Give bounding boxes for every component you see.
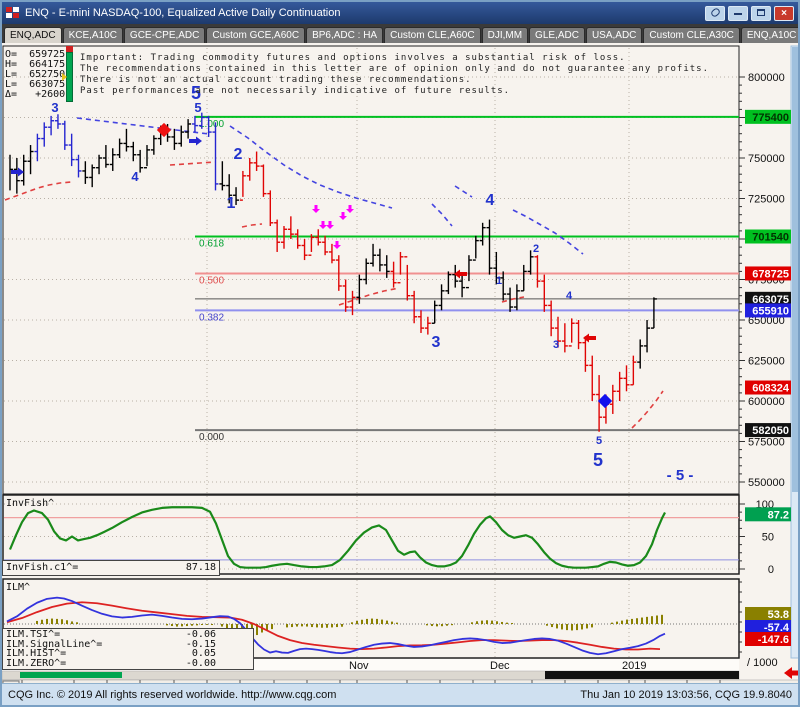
disclaimer-text: Important: Trading commodity futures and… [80,53,709,97]
quote-row: L= 663075 [5,79,66,90]
svg-text:625000: 625000 [748,356,785,368]
ilm-panel-label: ILM^ [6,582,31,593]
svg-text:-57.4: -57.4 [764,622,790,634]
tab-usa-adc[interactable]: USA,ADC [585,27,643,43]
scroll-left-arrow [784,667,798,679]
close-button[interactable]: × [774,5,794,21]
svg-text:3: 3 [553,339,559,351]
svg-text:775400: 775400 [752,112,789,124]
svg-text:701540: 701540 [752,232,789,244]
svg-text:0.382: 0.382 [199,312,224,323]
svg-text:/ 1000: / 1000 [747,657,778,669]
cqg-app-icon [6,7,20,19]
tab-gle-adc[interactable]: GLE,ADC [529,27,585,43]
svg-text:5: 5 [593,450,603,470]
svg-text:50: 50 [762,532,774,544]
disclaimer-line: Past performances are not necessarily in… [80,86,511,96]
svg-text:4: 4 [486,192,495,209]
tab-custom-gce-a60c[interactable]: Custom GCE,A60C [206,27,306,43]
svg-text:0.000: 0.000 [199,432,224,443]
disclaimer-line: There is not an actual account trading t… [80,75,472,85]
svg-text:Nov: Nov [349,660,369,672]
svg-text:750000: 750000 [748,153,785,165]
quote-row: Δ= +2600 [5,89,66,100]
svg-text:- 5 -: - 5 - [667,467,694,484]
svg-text:53.8: 53.8 [768,609,789,621]
disclaimer-line: The recommendations contained in this le… [80,64,710,74]
copyright-text[interactable]: CQG Inc. © 2019 All rights reserved worl… [8,688,337,701]
tab-gce-cpe-adc[interactable]: GCE-CPE,ADC [123,27,206,43]
svg-text:650000: 650000 [748,315,785,327]
svg-text:-147.6: -147.6 [758,634,789,646]
signal-strip [62,52,73,102]
ilm-legend: ILM.TSI^= -0.06 ILM.SignalLine^= -0.15 ILM.H… [2,628,254,670]
svg-text:0.618: 0.618 [199,239,224,250]
clock-version-text: Thu Jan 10 2019 13:03:56, CQG 19.9.8040 [580,688,792,701]
scroll-range-black [545,671,739,679]
link-icon [709,6,721,18]
invfish-panel-label: InvFish^ [6,498,55,509]
svg-text:600000: 600000 [748,396,785,408]
svg-text:655910: 655910 [752,305,789,317]
ilm-legend-row: ILM.ZERO^= -0.00 [6,657,216,669]
tab-enq-a10c[interactable]: ENQ,A10C [740,27,798,43]
minimize-button[interactable] [728,5,748,21]
restore-icon [757,8,765,16]
ilm-legend-row: ILM.HIST^= 0.05 [6,648,216,659]
svg-text:2: 2 [533,243,539,255]
window-title: ENQ - E-mini NASDAQ-100, Equalized Activ… [25,7,341,19]
restore-button[interactable] [751,5,771,21]
ilm-legend-row: ILM.TSI^= -0.06 [6,629,216,640]
quote-board: O= 659725 H= 664175 L= 652750 L= 663075 Δ= +… [5,50,65,100]
ilm-legend-row: ILM.SignalLine^= -0.15 [6,638,216,650]
tab-enq-adc[interactable]: ENQ,ADC [4,27,62,43]
svg-text:87.2: 87.2 [768,509,789,521]
scroll-range-green [20,672,122,678]
disclaimer-line: Important: Trading commodity futures and… [80,53,626,63]
tab-kce-a10c[interactable]: KCE,A10C [62,27,123,43]
tab-custom-cle-a60c[interactable]: Custom CLE,A60C [384,27,481,43]
quote-row: H= 664175 [5,59,66,70]
svg-text:5: 5 [194,100,201,115]
svg-text:678725: 678725 [752,268,789,280]
svg-text:1: 1 [496,275,502,287]
svg-text:663075: 663075 [752,294,789,306]
tab-dji-mm[interactable]: DJI,MM [481,27,529,43]
svg-text:3: 3 [432,334,441,351]
svg-text:Dec: Dec [490,660,510,672]
svg-text:5: 5 [596,435,602,447]
svg-text:582050: 582050 [752,425,789,437]
invfish-readout: InvFish.c1^= 87.18 [2,560,220,576]
vertical-scrollbar-thumb [792,47,798,492]
title-bar[interactable]: ENQ - E-mini NASDAQ-100, Equalized Activ… [2,2,798,24]
svg-text:0: 0 [768,564,774,576]
svg-text:1: 1 [227,195,236,212]
svg-text:3: 3 [51,100,58,115]
quote-row: L= 652750 [5,69,66,80]
svg-text:5: 5 [191,83,201,103]
svg-text:0.500: 0.500 [199,275,224,286]
svg-text:2: 2 [234,146,243,163]
svg-text:4: 4 [566,290,573,302]
svg-text:4: 4 [131,169,139,184]
quote-row: O= 659725 [5,49,66,60]
svg-text:800000: 800000 [748,72,785,84]
minimize-icon [734,12,742,15]
alert-red-marker [66,46,73,52]
svg-text:725000: 725000 [748,194,785,206]
tab-bp6-adc-ha[interactable]: BP6,ADC : HA [306,27,384,43]
signal-pointer-icon [62,73,67,81]
svg-text:2019: 2019 [622,660,646,672]
chart-tab-bar: ENQ,ADC KCE,A10C GCE-CPE,ADC Custom GCE,A60… [2,24,798,43]
svg-text:608324: 608324 [752,383,790,395]
svg-text:1.000: 1.000 [199,119,224,130]
tab-custom-cle-a30c[interactable]: Custom CLE,A30C [643,27,740,43]
svg-text:550000: 550000 [748,477,785,489]
link-button[interactable] [705,5,725,21]
status-bar: CQG Inc. © 2019 All rights reserved worl… [2,683,798,705]
svg-text:575000: 575000 [748,437,785,449]
